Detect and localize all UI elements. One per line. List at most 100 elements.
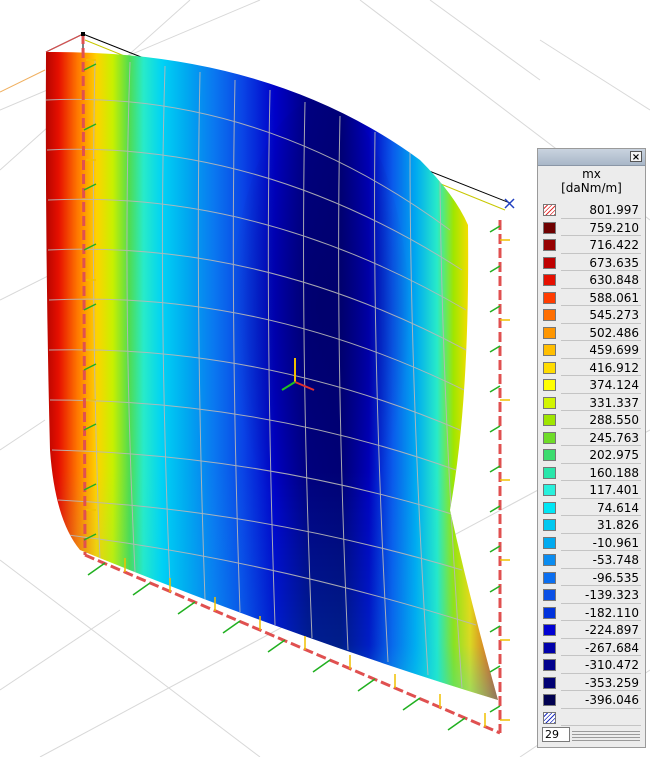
corner-node [81, 32, 85, 36]
legend-unit: [daNm/m] [561, 181, 622, 195]
bottom-support-symbols [87, 558, 486, 731]
legend-entry: 160.188 [541, 464, 643, 481]
legend-value: 117.401 [589, 483, 639, 497]
legend-divider [561, 462, 641, 464]
legend-divider [561, 235, 641, 236]
legend-value: 459.699 [589, 343, 639, 357]
legend-swatch [543, 221, 556, 234]
global-axis-y [0, 419, 46, 451]
legend-entry: 759.210 [541, 219, 643, 236]
legend-value: 630.848 [589, 273, 639, 287]
legend-swatch [543, 659, 556, 671]
legend-divider [561, 375, 641, 376]
legend-divider [561, 270, 641, 271]
legend-entry: 74.614 [541, 499, 643, 516]
legend-value: 74.614 [597, 500, 639, 515]
legend-swatch [543, 431, 556, 444]
legend-value: 160.188 [589, 465, 639, 480]
legend-value: 801.997 [589, 203, 639, 217]
legend-value: -310.472 [585, 658, 639, 672]
legend-value: -353.259 [585, 675, 639, 690]
legend-swatch [543, 379, 556, 391]
legend-swatch [543, 484, 556, 496]
legend-divider [561, 340, 641, 341]
legend-divider [561, 532, 641, 534]
legend-title: mx [582, 167, 601, 181]
legend-divider [561, 637, 641, 639]
legend-swatch [543, 711, 556, 724]
legend-entry: 502.486 [541, 324, 643, 341]
legend-entry: 416.912 [541, 359, 643, 376]
legend-swatch [543, 589, 556, 601]
legend-entry: 331.337 [541, 394, 643, 411]
legend-swatch [543, 239, 556, 251]
legend-entry: 545.273 [541, 306, 643, 324]
legend-entry: -396.046 [541, 691, 643, 709]
legend-divider [561, 445, 641, 446]
legend-divider [561, 287, 641, 289]
legend-divider [561, 672, 641, 674]
legend-value: -182.110 [585, 605, 639, 620]
legend-divider [561, 707, 641, 709]
legend-entry: -182.110 [541, 604, 643, 621]
legend-divider [561, 550, 641, 551]
legend-value: 759.210 [589, 220, 639, 235]
legend-divider [561, 322, 641, 324]
right-support-symbols [489, 225, 510, 721]
legend-entry: -139.323 [541, 586, 643, 604]
legend-entry: 716.422 [541, 236, 643, 254]
corner-edge [45, 33, 84, 53]
left-support-symbols [83, 59, 97, 541]
legend-value: 245.763 [589, 430, 639, 445]
legend-divider [561, 357, 641, 359]
legend-entry: 245.763 [541, 429, 643, 446]
legend-swatch [543, 624, 556, 636]
legend-entry: -53.748 [541, 551, 643, 569]
legend-panel[interactable]: × mx [daNm/m] 801.997 759.210 716.422 673.6… [537, 148, 646, 748]
legend-entry: 801.997 [541, 201, 643, 219]
legend-entry: 31.826 [541, 516, 643, 534]
steps-input[interactable]: 29 [542, 727, 570, 742]
steps-slider[interactable] [572, 729, 640, 741]
legend-value: -267.684 [585, 640, 639, 655]
legend-value: 588.061 [589, 290, 639, 305]
legend-swatch [543, 344, 556, 356]
legend-divider [561, 497, 641, 499]
legend-entry: -224.897 [541, 621, 643, 639]
legend-swatch [543, 606, 556, 619]
legend-entry: 673.635 [541, 254, 643, 271]
legend-divider [561, 567, 641, 569]
legend-swatch [543, 291, 556, 304]
legend-swatch [543, 256, 556, 269]
legend-swatch [543, 501, 556, 514]
legend-divider [561, 585, 641, 586]
legend-entry: -10.961 [541, 534, 643, 551]
legend-entry: 630.848 [541, 271, 643, 289]
legend-value: 331.337 [589, 395, 639, 410]
deformed-plate-contour[interactable] [40, 40, 510, 720]
legend-divider [561, 252, 641, 254]
legend-entry: 202.975 [541, 446, 643, 464]
legend-titlebar[interactable]: × [538, 149, 645, 166]
legend-swatch [543, 414, 556, 426]
legend-swatch [543, 676, 556, 689]
legend-value: 716.422 [589, 238, 639, 252]
legend-entry: 374.124 [541, 376, 643, 394]
legend-swatch [543, 519, 556, 531]
legend-value: 502.486 [589, 325, 639, 340]
close-icon[interactable]: × [630, 151, 642, 163]
legend-divider [561, 725, 641, 726]
legend-value: 31.826 [597, 518, 639, 532]
legend-entry: 459.699 [541, 341, 643, 359]
legend-value: 416.912 [589, 360, 639, 375]
legend-swatch [543, 536, 556, 549]
legend-value: -96.535 [592, 570, 639, 585]
left-support-edge [81, 33, 87, 556]
legend-divider [561, 392, 641, 394]
legend-value: 673.635 [589, 255, 639, 270]
legend-divider [561, 620, 641, 621]
legend-swatch [543, 466, 556, 479]
legend-value: -10.961 [592, 535, 639, 550]
legend-swatch [543, 396, 556, 409]
